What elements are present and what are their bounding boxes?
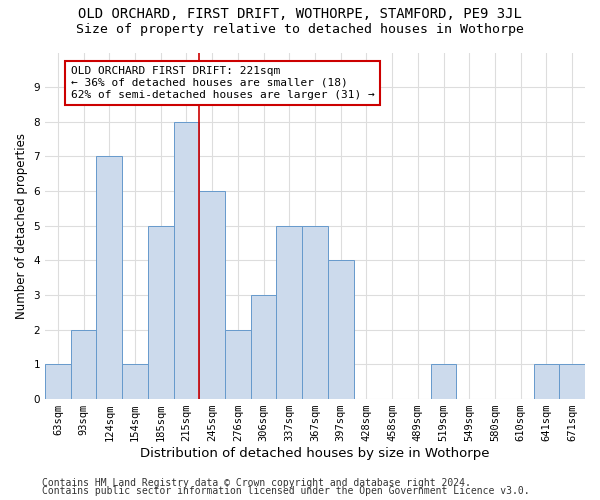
- Bar: [225, 330, 251, 399]
- Bar: [122, 364, 148, 399]
- Bar: [148, 226, 173, 399]
- Text: Contains HM Land Registry data © Crown copyright and database right 2024.: Contains HM Land Registry data © Crown c…: [42, 478, 471, 488]
- Bar: [251, 295, 277, 399]
- Text: OLD ORCHARD, FIRST DRIFT, WOTHORPE, STAMFORD, PE9 3JL: OLD ORCHARD, FIRST DRIFT, WOTHORPE, STAM…: [78, 8, 522, 22]
- Text: Size of property relative to detached houses in Wothorpe: Size of property relative to detached ho…: [76, 22, 524, 36]
- Bar: [199, 191, 225, 399]
- Bar: [559, 364, 585, 399]
- Bar: [277, 226, 302, 399]
- Bar: [533, 364, 559, 399]
- Text: OLD ORCHARD FIRST DRIFT: 221sqm
← 36% of detached houses are smaller (18)
62% of: OLD ORCHARD FIRST DRIFT: 221sqm ← 36% of…: [71, 66, 374, 100]
- Bar: [173, 122, 199, 399]
- Text: Contains public sector information licensed under the Open Government Licence v3: Contains public sector information licen…: [42, 486, 530, 496]
- Bar: [302, 226, 328, 399]
- Bar: [328, 260, 353, 399]
- X-axis label: Distribution of detached houses by size in Wothorpe: Distribution of detached houses by size …: [140, 447, 490, 460]
- Y-axis label: Number of detached properties: Number of detached properties: [15, 133, 28, 319]
- Bar: [71, 330, 97, 399]
- Bar: [45, 364, 71, 399]
- Bar: [97, 156, 122, 399]
- Bar: [431, 364, 457, 399]
